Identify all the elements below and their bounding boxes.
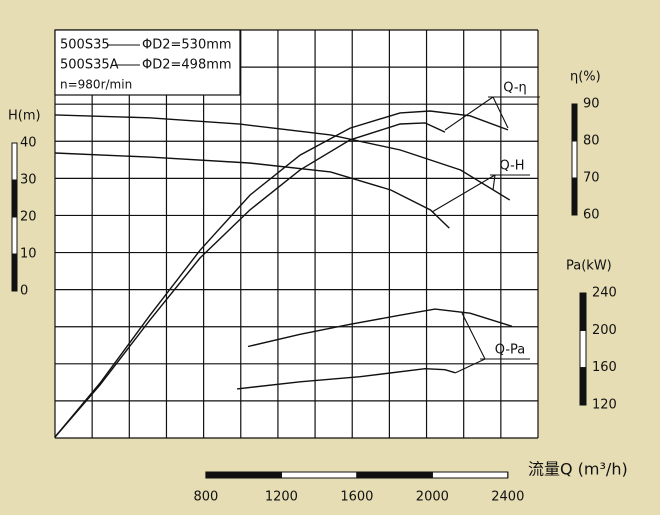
tick-label: 10 [20,247,37,262]
axis-bar-segment [571,177,578,216]
tick-label: 40 [20,136,37,151]
x-tick-label: 2000 [416,490,449,505]
legend-text: n=980r/min [60,78,132,92]
axis-bar-segment [579,292,587,331]
pointer [431,174,530,213]
axis-bar-segment [280,471,358,479]
curve [247,308,513,348]
legend-box [54,29,241,96]
curve [54,152,450,229]
legend-text: 500S35 [60,38,110,53]
tick-label: 60 [583,208,600,223]
x-tick-label: 1200 [265,490,298,505]
tick-label: 160 [592,360,617,375]
axis-bar-segment [11,216,18,255]
tick-label: 200 [592,323,617,338]
axis-bar-segment [11,253,18,292]
y3-axis-label: Pa(kW) [566,259,612,274]
tick-label: 70 [583,171,600,186]
x-tick-label: 1600 [340,490,373,505]
axis-bar-segment [11,179,18,218]
tick-label: 20 [20,210,37,225]
axis-bar-segment [571,103,578,142]
legend-text: ΦD2=530mm [142,38,232,53]
tick-label: 120 [592,398,617,413]
curve-label: Q-η [503,81,527,96]
curve-label: Q-Pa [495,343,526,358]
y-axis-label: H(m) [8,109,41,124]
curve [54,122,446,438]
axis-bar-segment [579,329,587,369]
curve-label: Q-H [499,159,524,174]
x-tick-label: 2400 [491,490,524,505]
axis-bar-segment [571,140,578,179]
tick-label: 80 [583,134,600,149]
axis-bar-segment [11,142,18,181]
axis-bar-segment [431,471,509,479]
pointer [454,312,530,374]
grid [54,29,539,439]
curve [237,367,456,390]
pointer [444,96,540,131]
x-axis-label: 流量Q (m³/h) [528,460,628,479]
curve [54,114,511,201]
axis-bar-segment [579,367,587,406]
tick-label: 0 [20,284,28,299]
y2-axis-label: η(%) [570,70,601,85]
legend-text: ΦD2=498mm [142,58,232,73]
plot-area [55,30,538,438]
x-tick-label: 800 [194,490,219,505]
axis-bar-segment [356,471,433,479]
legend-text: 500S35A [60,58,119,73]
curve [54,110,509,438]
tick-label: 90 [583,97,600,112]
axis-bar-segment [205,471,282,479]
tick-label: 240 [592,286,617,301]
tick-label: 30 [20,173,37,188]
